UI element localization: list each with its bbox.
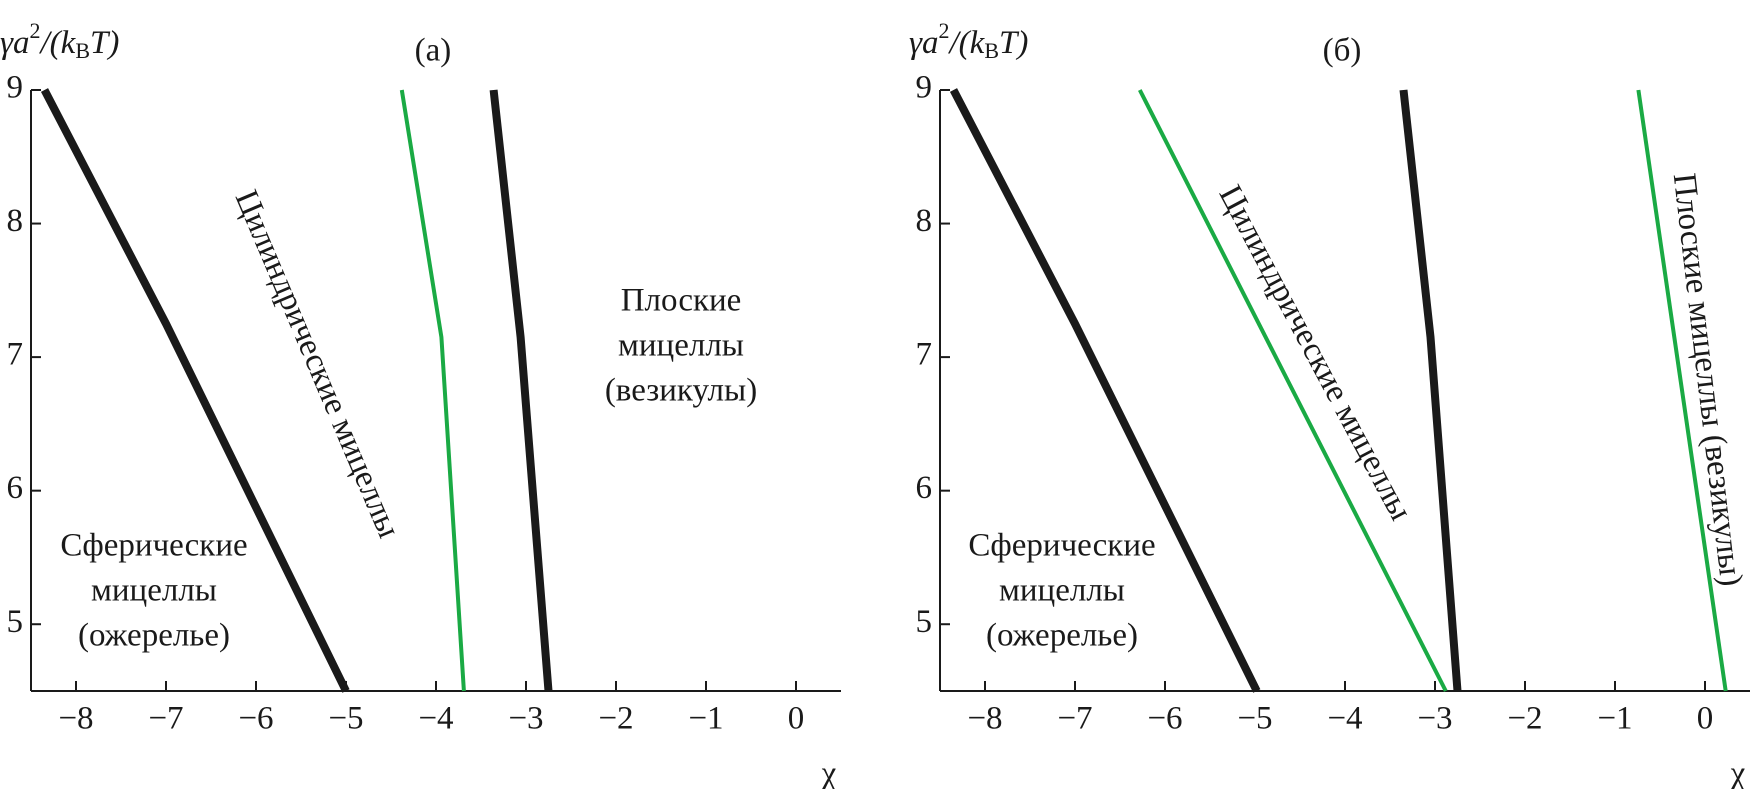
y-label-part: T): [90, 25, 119, 61]
annotation: Цилиндрические мицеллы: [228, 185, 407, 543]
x-tick-label: 0: [788, 701, 805, 737]
y-label-sub: B: [984, 38, 999, 63]
annotation-text: Плоские мицеллы (везикулы): [1666, 171, 1750, 588]
annotation-text: мицеллы: [999, 573, 1125, 609]
y-label-part: γa: [909, 25, 939, 61]
x-tick-label: −5: [328, 701, 363, 737]
x-tick-label: −3: [1417, 701, 1452, 737]
curve: [399, 89, 466, 692]
x-tick-label: −7: [148, 701, 183, 737]
annotation-text: Цилиндрические мицеллы: [1212, 180, 1419, 527]
y-axis-label: γa2/(kBT): [909, 18, 1028, 63]
x-tick-label: −3: [508, 701, 543, 737]
x-tick-label: −8: [967, 701, 1002, 737]
x-tick-label: −2: [598, 701, 633, 737]
curve: [1138, 89, 1448, 692]
x-tick-label: −4: [418, 701, 453, 737]
panel: −8 −7 −6 −5 −4 −3 −2 −1 0 5 6 7 8 9 (а) χ γa2/(kBT) Сфери…: [0, 18, 841, 789]
x-tick-label: −6: [1147, 701, 1182, 737]
y-label-sup: 2: [939, 18, 950, 43]
annotation: Плоские мицеллы (везикулы): [605, 283, 757, 409]
y-tick-label: 6: [916, 470, 933, 506]
y-tick-label: 9: [7, 70, 24, 106]
annotation-text: мицеллы: [618, 328, 744, 364]
y-tick-label: 8: [7, 203, 24, 239]
annotation-text: (везикулы): [605, 373, 757, 409]
y-tick-label: 6: [7, 470, 24, 506]
x-tick-label: −7: [1057, 701, 1092, 737]
curve: [489, 89, 553, 692]
x-tick-label: −1: [688, 701, 723, 737]
annotation-text: мицеллы: [91, 573, 217, 609]
annotation-text: Цилиндрические мицеллы: [228, 185, 407, 543]
y-tick-label: 5: [916, 604, 933, 640]
annotation-text: (ожерелье): [986, 618, 1138, 654]
y-label-part: γa: [0, 25, 30, 61]
y-label-sup: 2: [30, 18, 41, 43]
x-tick-label: −8: [58, 701, 93, 737]
annotation-text: Плоские: [621, 283, 742, 319]
x-tick-label: −2: [1507, 701, 1542, 737]
x-tick-label: −5: [1237, 701, 1272, 737]
annotation-text: Сферические: [60, 528, 247, 564]
curve: [1399, 89, 1462, 692]
x-tick-label: 0: [1697, 701, 1714, 737]
y-tick-label: 9: [916, 70, 933, 106]
y-label-part: /(k: [39, 25, 77, 61]
y-label-sub: B: [75, 38, 90, 63]
y-axis-label: γa2/(kBT): [0, 18, 119, 63]
curve: [40, 88, 350, 693]
panel: −8 −7 −6 −5 −4 −3 −2 −1 0 5 6 7 8 9 (б) χ γa2/(kBT) Сфери…: [909, 18, 1750, 789]
curve: [949, 88, 1261, 693]
annotation: Плоские мицеллы (везикулы): [1666, 171, 1750, 588]
x-axis-label: χ: [1730, 756, 1746, 789]
annotation-text: Сферические: [968, 528, 1155, 564]
y-tick-label: 7: [7, 337, 24, 373]
x-tick-label: −1: [1597, 701, 1632, 737]
y-label-part: /(k: [948, 25, 986, 61]
x-tick-label: −6: [238, 701, 273, 737]
curve: [1636, 89, 1728, 692]
x-axis-label: χ: [821, 756, 837, 789]
y-tick-label: 5: [7, 604, 24, 640]
annotation: Цилиндрические мицеллы: [1212, 180, 1419, 527]
annotation: Сферические мицеллы (ожерелье): [968, 528, 1155, 654]
y-tick-label: 7: [916, 337, 933, 373]
annotation-text: (ожерелье): [78, 618, 230, 654]
y-tick-label: 8: [916, 203, 933, 239]
x-tick-label: −4: [1327, 701, 1362, 737]
chart-title: (б): [1323, 33, 1362, 69]
y-label-part: T): [999, 25, 1028, 61]
chart-title: (а): [415, 33, 452, 69]
annotation: Сферические мицеллы (ожерелье): [60, 528, 247, 654]
